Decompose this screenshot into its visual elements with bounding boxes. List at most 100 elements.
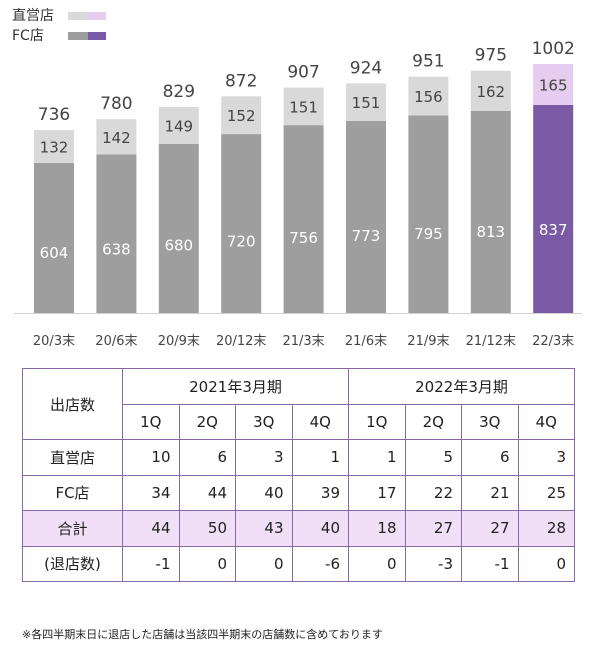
quarter-header: 2Q bbox=[178, 403, 236, 440]
bar-direct bbox=[96, 119, 137, 155]
category-label: 20/6末 bbox=[95, 334, 137, 349]
table-corner-label: 出店数 bbox=[22, 368, 123, 440]
category-label: 20/9末 bbox=[158, 334, 200, 349]
data-label-total: 975 bbox=[475, 46, 507, 66]
legend-swatch bbox=[68, 32, 88, 40]
table-cell: 0 bbox=[235, 545, 293, 582]
data-label-total: 780 bbox=[100, 94, 132, 114]
table-cell: 44 bbox=[122, 510, 180, 547]
bar-fc bbox=[283, 125, 324, 313]
data-label-direct: 165 bbox=[539, 77, 568, 95]
table-cell: 6 bbox=[461, 439, 519, 476]
row-label: 合計 bbox=[22, 510, 123, 547]
table-cell: 40 bbox=[235, 474, 293, 511]
footnote: ※各四半期末日に退店した店舗は当該四半期末の店舗数に含めております bbox=[22, 628, 383, 641]
data-label-fc: 773 bbox=[352, 227, 381, 245]
store-count-chart: 直営店 FC店 604 132 736 20/3末 638 142 780 20/6末 680 149… bbox=[12, 7, 582, 349]
table-cell: -1 bbox=[122, 545, 180, 582]
quarter-header: 4Q bbox=[517, 403, 575, 440]
row-label: (退店数) bbox=[22, 545, 123, 582]
table-cell: 28 bbox=[517, 510, 575, 547]
data-label-fc: 638 bbox=[102, 241, 131, 259]
table-quarter-row: 1Q 2Q 3Q 4Q 1Q 2Q 3Q 4Q bbox=[23, 403, 575, 440]
bar-fc bbox=[533, 105, 574, 314]
legend-label: FC店 bbox=[12, 28, 44, 44]
bar-fc bbox=[408, 115, 449, 313]
table-row: (退店数) -1 0 0 -6 0 -3 -1 0 bbox=[22, 545, 575, 582]
bar-direct bbox=[158, 106, 199, 145]
bar-direct bbox=[470, 70, 511, 111]
table-cell: -6 bbox=[291, 545, 349, 582]
data-label-fc: 756 bbox=[289, 229, 318, 247]
table-cell: 17 bbox=[348, 474, 406, 511]
bar-direct bbox=[34, 130, 74, 163]
data-label-fc: 837 bbox=[539, 221, 568, 239]
table-cell: 44 bbox=[178, 474, 236, 511]
data-label-total: 924 bbox=[350, 58, 382, 78]
quarter-header: 2Q bbox=[404, 403, 462, 440]
quarter-header: 4Q bbox=[291, 403, 349, 440]
bar-fc bbox=[158, 144, 199, 313]
table-row: 直営店 10 6 3 1 1 5 6 3 bbox=[22, 439, 575, 476]
table-cell: 27 bbox=[404, 510, 462, 547]
data-label-total: 951 bbox=[412, 52, 444, 72]
table-cell: 0 bbox=[178, 545, 236, 582]
table-cell: -1 bbox=[461, 545, 519, 582]
data-label-fc: 795 bbox=[414, 225, 443, 243]
category-label: 21/12末 bbox=[466, 334, 516, 349]
table-cell: 22 bbox=[404, 474, 462, 511]
bar-direct bbox=[283, 87, 324, 126]
table-cell: 34 bbox=[122, 474, 180, 511]
data-label-fc: 680 bbox=[164, 236, 193, 254]
data-label-total: 872 bbox=[225, 71, 257, 91]
table-cell: 3 bbox=[517, 439, 575, 476]
bar-direct bbox=[346, 83, 386, 121]
table-cell: 27 bbox=[461, 510, 519, 547]
table-cell: 3 bbox=[235, 439, 293, 476]
category-label: 20/3末 bbox=[33, 334, 75, 349]
period-header: 2021年3月期 bbox=[122, 368, 349, 405]
table-cell: 21 bbox=[461, 474, 519, 511]
period-header: 2022年3月期 bbox=[348, 368, 575, 405]
table-cell: 43 bbox=[235, 510, 293, 547]
bar-fc bbox=[96, 154, 137, 313]
table-cell: 40 bbox=[291, 510, 349, 547]
bar-direct bbox=[533, 64, 574, 106]
table-cell: -3 bbox=[404, 545, 462, 582]
quarter-header: 3Q bbox=[461, 403, 519, 440]
table-header-row: 出店数 2021年3月期 2022年3月期 bbox=[22, 368, 575, 440]
row-label: 直営店 bbox=[22, 439, 123, 476]
data-label-fc: 604 bbox=[40, 244, 69, 262]
table-cell: 0 bbox=[517, 545, 575, 582]
category-label: 20/12末 bbox=[216, 334, 266, 349]
quarter-header: 1Q bbox=[122, 403, 180, 440]
data-label-direct: 149 bbox=[164, 118, 193, 136]
bar-fc bbox=[221, 134, 262, 313]
category-label: 21/6末 bbox=[345, 334, 387, 349]
legend-swatch bbox=[88, 32, 106, 40]
data-label-direct: 156 bbox=[414, 88, 443, 106]
category-label: 21/3末 bbox=[282, 334, 324, 349]
legend-swatch bbox=[88, 12, 106, 20]
table-cell: 1 bbox=[291, 439, 349, 476]
bar-fc bbox=[34, 162, 74, 313]
data-label-direct: 162 bbox=[476, 83, 505, 101]
data-label-direct: 151 bbox=[352, 94, 381, 112]
bar-fc bbox=[346, 120, 386, 313]
table-cell: 0 bbox=[348, 545, 406, 582]
data-label-fc: 720 bbox=[227, 232, 256, 250]
legend-swatch bbox=[68, 12, 88, 20]
quarter-header: 3Q bbox=[235, 403, 293, 440]
bar-fc bbox=[470, 110, 511, 313]
data-label-total: 829 bbox=[163, 82, 195, 102]
table-cell: 25 bbox=[517, 474, 575, 511]
table-cell: 10 bbox=[122, 439, 180, 476]
bar-direct bbox=[221, 96, 262, 135]
table-cell: 18 bbox=[348, 510, 406, 547]
table-cell: 39 bbox=[291, 474, 349, 511]
table-row-total: 合計 44 50 43 40 18 27 27 28 bbox=[22, 510, 575, 547]
data-label-total: 1002 bbox=[532, 39, 575, 59]
table-cell: 5 bbox=[404, 439, 462, 476]
data-label-total: 907 bbox=[287, 63, 319, 83]
quarter-header: 1Q bbox=[348, 403, 406, 440]
